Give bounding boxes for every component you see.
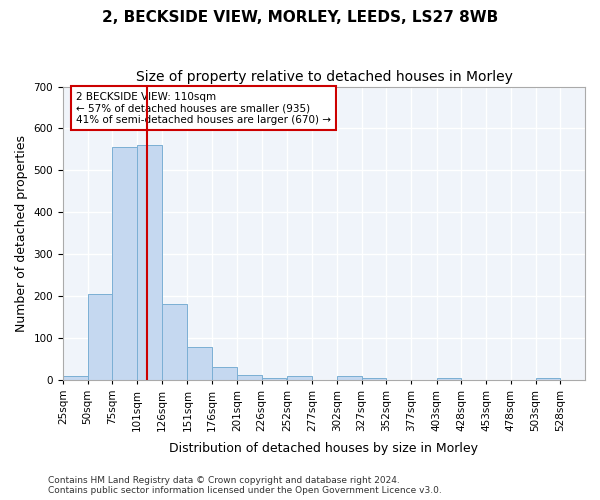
Bar — [362, 378, 386, 380]
Bar — [437, 378, 461, 380]
Bar — [287, 376, 312, 380]
Bar — [262, 378, 286, 380]
Bar — [162, 304, 187, 380]
Text: 2, BECKSIDE VIEW, MORLEY, LEEDS, LS27 8WB: 2, BECKSIDE VIEW, MORLEY, LEEDS, LS27 8W… — [102, 10, 498, 25]
Bar — [88, 294, 112, 380]
X-axis label: Distribution of detached houses by size in Morley: Distribution of detached houses by size … — [169, 442, 478, 455]
Bar — [112, 148, 137, 380]
Text: Contains HM Land Registry data © Crown copyright and database right 2024.
Contai: Contains HM Land Registry data © Crown c… — [48, 476, 442, 495]
Title: Size of property relative to detached houses in Morley: Size of property relative to detached ho… — [136, 70, 512, 84]
Bar — [187, 347, 212, 380]
Text: 2 BECKSIDE VIEW: 110sqm
← 57% of detached houses are smaller (935)
41% of semi-d: 2 BECKSIDE VIEW: 110sqm ← 57% of detache… — [76, 92, 331, 125]
Bar — [212, 367, 237, 380]
Bar — [536, 378, 560, 380]
Bar — [337, 376, 362, 380]
Bar — [137, 145, 162, 380]
Y-axis label: Number of detached properties: Number of detached properties — [15, 134, 28, 332]
Bar — [237, 374, 262, 380]
Bar — [63, 376, 88, 380]
